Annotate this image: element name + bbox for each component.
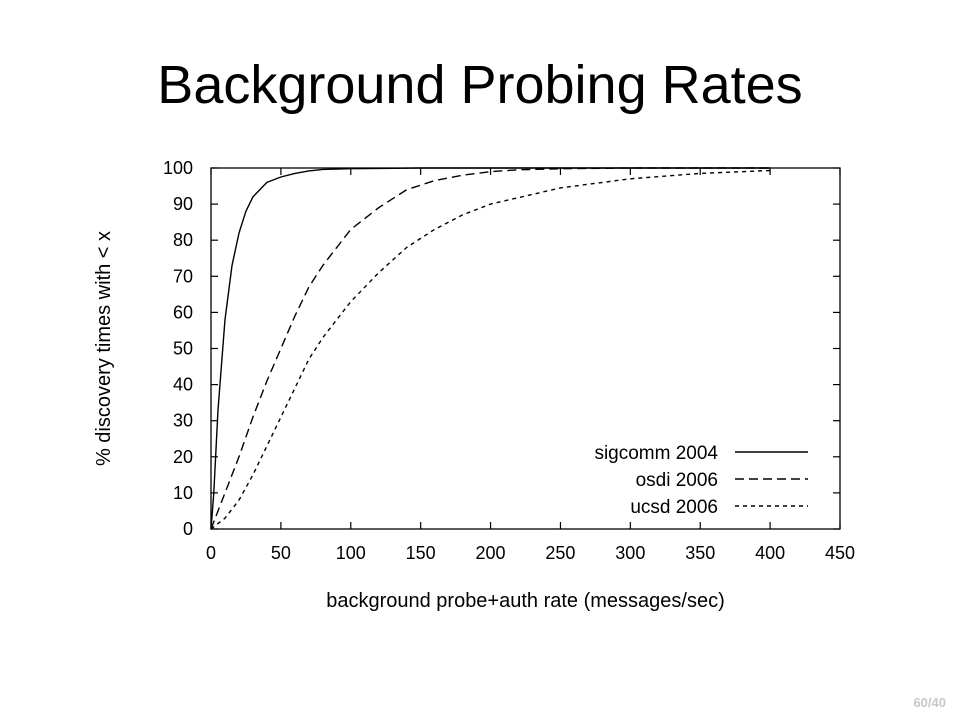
- x-tick-label: 350: [685, 543, 715, 563]
- series-line-1: [210, 167, 771, 530]
- y-tick-label: 30: [173, 411, 193, 431]
- x-tick-label: 300: [615, 543, 645, 563]
- plot-frame: [210, 167, 841, 530]
- x-tick-label: 50: [271, 543, 291, 563]
- x-tick-label: 0: [206, 543, 216, 563]
- page-number: 60/40: [913, 695, 946, 710]
- x-tick-label: 250: [545, 543, 575, 563]
- y-axis-label: % discovery times with < x: [93, 231, 115, 466]
- y-tick-label: 40: [173, 375, 193, 395]
- legend-label: osdi 2006: [636, 470, 718, 491]
- y-tick-label: 70: [173, 266, 193, 286]
- series-line-0: [210, 167, 771, 530]
- y-tick-label: 0: [183, 519, 193, 539]
- slide-title: Background Probing Rates: [157, 55, 803, 115]
- x-tick-label: 200: [476, 543, 506, 563]
- x-tick-label: 150: [406, 543, 436, 563]
- legend-label: sigcomm 2004: [594, 443, 718, 464]
- y-tick-label: 60: [173, 302, 193, 322]
- y-tick-label: 10: [173, 483, 193, 503]
- legend-label: ucsd 2006: [630, 497, 718, 518]
- y-tick-label: 20: [173, 447, 193, 467]
- x-tick-label: 100: [336, 543, 366, 563]
- y-tick-label: 50: [173, 339, 193, 359]
- y-tick-label: 100: [163, 158, 193, 178]
- y-tick-label: 80: [173, 230, 193, 250]
- x-axis-label: background probe+auth rate (messages/sec…: [326, 590, 725, 612]
- series-line-2: [210, 169, 771, 530]
- x-tick-label: 400: [755, 543, 785, 563]
- y-tick-label: 90: [173, 194, 193, 214]
- x-tick-label: 450: [825, 543, 855, 563]
